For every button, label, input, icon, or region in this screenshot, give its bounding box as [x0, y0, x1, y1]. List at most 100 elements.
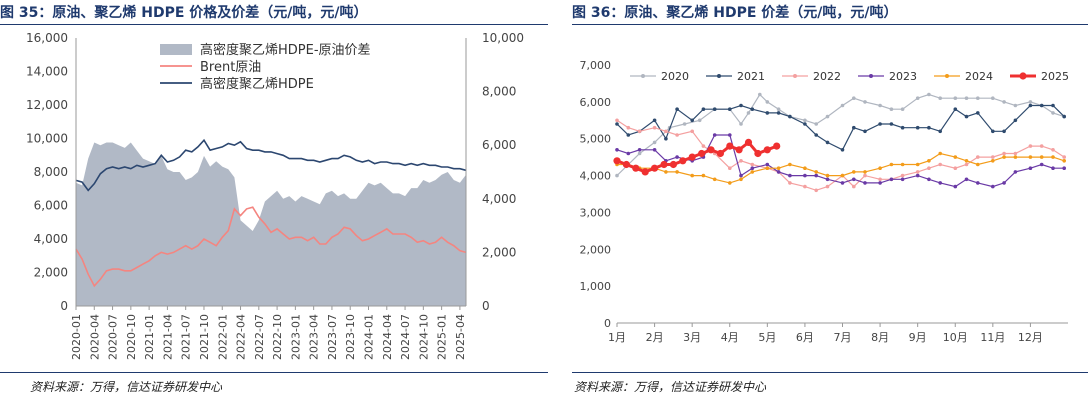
series-2022-point [915, 170, 920, 174]
series-2020-point [927, 92, 931, 97]
series-2024-point [728, 181, 732, 185]
legend-label-2024: 2024 [965, 70, 993, 83]
series-2020-point [900, 107, 905, 111]
series-2023-point [878, 181, 882, 185]
right-bottom-rule [572, 372, 1088, 373]
x-tick-label: 2022-07 [253, 314, 266, 360]
series-2022-point [750, 162, 755, 167]
left-source-note: 资料来源：万得，信达证券研发中心 [30, 380, 223, 394]
series-2022-point [878, 177, 882, 182]
left-y-tick-label: 16,000 [26, 31, 68, 45]
series-2024-point [964, 159, 969, 163]
series-2023-point [852, 177, 856, 182]
right-y-tick-label: 6,000 [482, 138, 516, 152]
series-2022-point [803, 184, 807, 189]
series-2020-point [1028, 100, 1033, 104]
x-tick-label: 2025-01 [436, 314, 449, 360]
left-bottom-rule [0, 372, 548, 373]
y-tick-label: 6,000 [580, 96, 612, 109]
y-tick-label: 0 [604, 317, 611, 330]
x-tick-label: 4月 [721, 331, 739, 344]
series-2021-point [1013, 118, 1018, 123]
series-2021-point [765, 111, 770, 115]
series-2025-point [651, 164, 659, 172]
x-tick-label: 10月 [943, 331, 968, 344]
legend-swatch-spread [160, 44, 192, 55]
right-source-note: 资料来源：万得，信达证券研发中心 [574, 380, 767, 394]
series-2024-point [776, 166, 781, 170]
series-2023-point [1062, 166, 1066, 170]
x-tick-label: 2022-01 [216, 314, 229, 360]
x-tick-label: 5月 [758, 331, 776, 344]
series-2023-point [652, 148, 657, 152]
series-2024-point [803, 166, 807, 170]
right-figure-title: 图 36：原油、聚乙烯 HDPE 价差（元/吨，元/吨） [572, 5, 898, 21]
series-2023-point [863, 181, 867, 185]
series-2023-point [927, 177, 931, 182]
series-2022-point [637, 129, 642, 134]
legend-marker-2023 [869, 74, 873, 78]
legend-label-2020: 2020 [661, 70, 689, 83]
left-figure-title: 图 35：原油、聚乙烯 HDPE 价格及价差（元/吨，元/吨） [0, 5, 368, 21]
legend-label-brent: Brent原油 [200, 60, 261, 75]
x-tick-label: 2023-07 [326, 314, 339, 360]
series-2023-point [889, 177, 894, 182]
spread-area [76, 142, 466, 306]
series-2021-point [953, 107, 958, 111]
series-2024-point [1013, 155, 1018, 159]
x-tick-label: 2024-01 [363, 314, 376, 360]
series-2021-point [1028, 103, 1033, 108]
series-2022-point [900, 173, 905, 178]
series-2024-point [825, 173, 830, 178]
series-2020-point [863, 100, 867, 104]
series-2021-point [750, 107, 755, 111]
series-2023-point [750, 166, 755, 170]
legend-marker-2022 [793, 74, 797, 78]
series-2024-point [1039, 155, 1044, 159]
x-tick-label: 2021-04 [161, 314, 174, 360]
series-2023-point [814, 173, 818, 178]
x-tick-label: 2024-07 [399, 314, 412, 360]
series-2023-point [626, 151, 631, 156]
series-2022-point [953, 166, 958, 170]
x-tick-label: 11月 [980, 331, 1005, 344]
series-2024-point [852, 170, 856, 174]
x-tick-label: 12月 [1018, 331, 1043, 344]
series-2024-point [701, 173, 706, 178]
legend-marker-2025 [1019, 72, 1027, 80]
series-2022-point [938, 162, 942, 167]
legend-label-2025: 2025 [1041, 70, 1069, 83]
series-2024-point [690, 173, 694, 178]
series-2024-point [889, 162, 894, 167]
series-2024-point [788, 162, 792, 167]
series-2022-point [1013, 151, 1018, 156]
y-tick-label: 4,000 [580, 170, 612, 183]
left-y-tick-label: 2,000 [34, 266, 68, 280]
series-2024-point [765, 166, 770, 170]
series-2020-point [814, 122, 818, 126]
x-tick-label: 2021-10 [198, 314, 211, 360]
series-2023-point [840, 181, 845, 185]
x-tick-label: 2020-07 [107, 314, 120, 360]
series-2025-point [754, 149, 762, 158]
series-2021-point [863, 129, 867, 134]
x-tick-label: 2月 [646, 331, 664, 344]
series-2023-point [739, 173, 743, 178]
series-2025-point [679, 157, 687, 165]
series-2022-point [991, 155, 995, 159]
series-2022-point [927, 166, 931, 170]
series-2023-point [788, 173, 792, 178]
series-2023-point [675, 155, 679, 159]
series-2024-point [900, 162, 905, 167]
y-tick-label: 1,000 [580, 280, 612, 293]
x-tick-label: 2020-04 [88, 314, 101, 360]
series-2021-point [690, 118, 694, 123]
right-figure: 图 36：原油、聚乙烯 HDPE 价差（元/吨，元/吨） 0 1,000 2,000… [572, 0, 1088, 400]
series-2020-point [840, 103, 845, 108]
series-2021-point [976, 111, 980, 115]
hdpe-line [75, 138, 467, 192]
series-2020-point [915, 96, 920, 100]
series-2025-point [726, 142, 734, 150]
series-2021-point [626, 133, 631, 137]
series-2021-line [616, 104, 1065, 151]
